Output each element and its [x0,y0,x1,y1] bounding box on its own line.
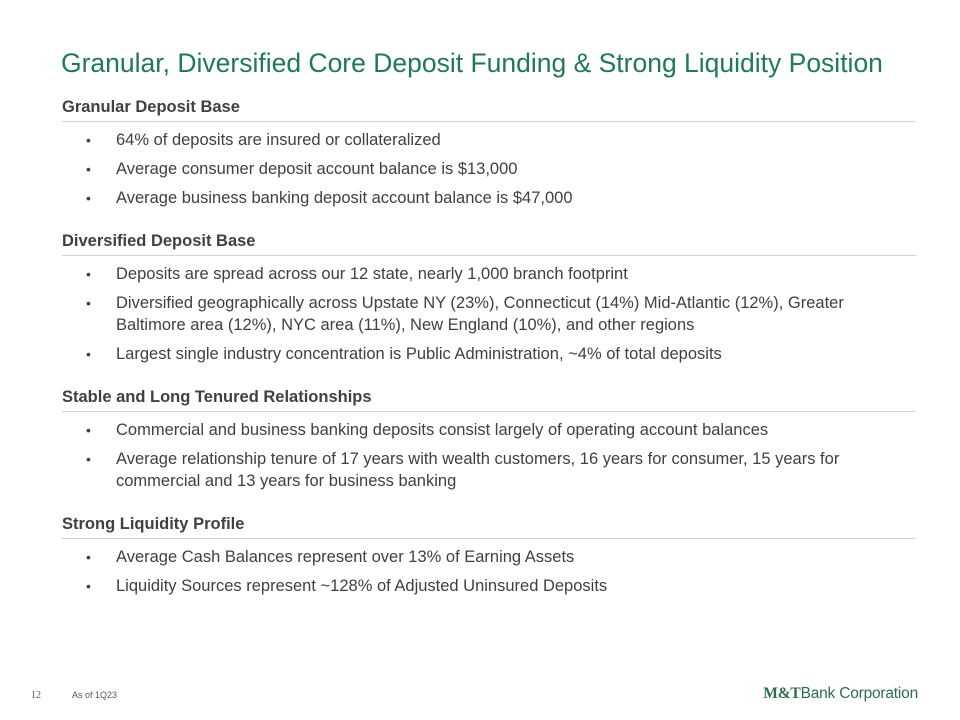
bullet-marker: • [86,578,91,594]
section-diversified-deposit-base: Diversified Deposit Base • Deposits are … [62,230,916,365]
bullet-text: Liquidity Sources represent ~128% of Adj… [116,577,608,595]
bullet-item: • Largest single industry concentration … [62,343,916,365]
bullet-marker: • [86,549,91,565]
bullet-item: • Deposits are spread across our 12 stat… [62,263,916,285]
bullet-marker: • [86,422,91,438]
bullet-marker: • [86,346,91,362]
bullet-text: Average business banking deposit account… [116,189,573,207]
bullet-list: • Deposits are spread across our 12 stat… [62,263,916,365]
section-stable-relationships: Stable and Long Tenured Relationships • … [62,386,916,492]
bullet-text: Diversified geographically across Upstat… [116,294,844,334]
bullet-text: Commercial and business banking deposits… [116,421,769,439]
footer-note: As of 1Q23 [72,690,118,700]
bullet-marker: • [86,161,91,177]
section-strong-liquidity-profile: Strong Liquidity Profile • Average Cash … [62,513,916,597]
logo-text: Bank Corporation [800,685,919,702]
section-heading: Diversified Deposit Base [62,230,916,256]
bullet-text: Average consumer deposit account balance… [116,160,518,178]
section-heading: Stable and Long Tenured Relationships [62,386,916,412]
bullet-text: Average relationship tenure of 17 years … [116,450,840,490]
bullet-marker: • [86,295,91,311]
bullet-item: • Diversified geographically across Upst… [62,292,916,336]
bullet-item: • Average Cash Balances represent over 1… [62,546,916,568]
company-logo: M&TBank Corporation [763,685,918,703]
bullet-item: • Average consumer deposit account balan… [62,158,916,180]
bullet-marker: • [86,266,91,282]
bullet-item: • Average business banking deposit accou… [62,187,916,209]
bullet-marker: • [86,132,91,148]
section-heading: Granular Deposit Base [62,96,916,122]
section-granular-deposit-base: Granular Deposit Base • 64% of deposits … [62,96,916,209]
bullet-item: • 64% of deposits are insured or collate… [62,129,916,151]
bullet-list: • 64% of deposits are insured or collate… [62,129,916,209]
bullet-text: Largest single industry concentration is… [116,345,722,363]
bullet-text: 64% of deposits are insured or collatera… [116,131,441,149]
bullet-marker: • [86,451,91,467]
logo-mark: M&T [763,685,801,702]
bullet-marker: • [86,190,91,206]
slide-title: Granular, Diversified Core Deposit Fundi… [61,48,883,78]
bullet-item: • Liquidity Sources represent ~128% of A… [62,575,916,597]
bullet-item: • Commercial and business banking deposi… [62,419,916,441]
slide-content: Granular Deposit Base • 64% of deposits … [62,96,916,618]
bullet-item: • Average relationship tenure of 17 year… [62,448,916,492]
bullet-list: • Commercial and business banking deposi… [62,419,916,492]
page-number: 12 [31,690,41,701]
bullet-list: • Average Cash Balances represent over 1… [62,546,916,597]
bullet-text: Deposits are spread across our 12 state,… [116,265,628,283]
section-heading: Strong Liquidity Profile [62,513,916,539]
bullet-text: Average Cash Balances represent over 13%… [116,548,575,566]
